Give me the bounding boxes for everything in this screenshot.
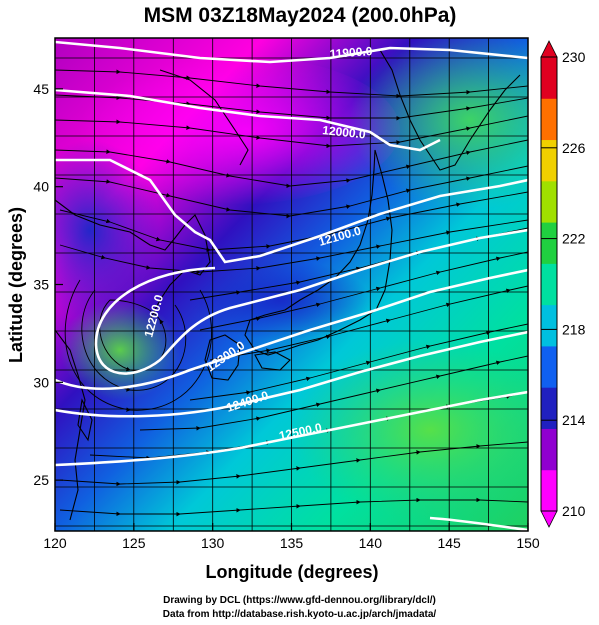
- colorbar-tick-label: 214: [562, 412, 586, 428]
- contour-12200: [94, 228, 528, 375]
- y-tick-label: 45: [33, 81, 49, 97]
- colorbar-band: [541, 57, 557, 99]
- colorbar-band: [541, 222, 557, 264]
- colorbar-ticks: 230 226 222 218 214 210: [541, 49, 586, 519]
- colorbar-band: [541, 345, 557, 388]
- x-axis-label: Longitude (degrees): [205, 562, 378, 582]
- credit-data-source: Data from http://database.rish.kyoto-u.a…: [162, 609, 437, 620]
- contour-12500-south: [429, 516, 528, 531]
- colorbar-tick-label: 230: [562, 49, 586, 65]
- y-axis-label: Latitude (degrees): [6, 207, 26, 363]
- x-axis: 120 125 130 135 140 145 150: [43, 523, 540, 551]
- y-axis: 25 30 35 40 45: [33, 81, 63, 488]
- y-tick-label: 35: [33, 277, 49, 293]
- x-tick-label: 140: [359, 535, 383, 551]
- wind-streamlines: [55, 69, 528, 517]
- x-tick-label: 130: [201, 535, 225, 551]
- credit-drawing: Drawing by DCL (https://www.gfd-dennou.o…: [163, 595, 436, 606]
- contour-label-12000: 12000.0: [322, 123, 367, 141]
- contour-label-11900: 11900.0: [329, 44, 373, 61]
- colorbar-band: [541, 180, 557, 223]
- colorbar-band: [541, 469, 557, 512]
- colorbar-band: [541, 139, 557, 182]
- colorbar-band: [541, 263, 557, 306]
- contour-12000: [55, 88, 441, 152]
- colorbar-band: [541, 428, 557, 471]
- contour-12500: [55, 390, 528, 467]
- colorbar-bands: [541, 57, 557, 512]
- colorbar: 230 226 222 218 214 210: [540, 40, 586, 528]
- contour-12100: [55, 158, 528, 264]
- colorbar-tick-label: 218: [562, 321, 586, 337]
- x-tick-label: 145: [437, 535, 461, 551]
- colorbar-band: [541, 387, 557, 429]
- y-tick-label: 40: [33, 179, 49, 195]
- colorbar-top-arrow: [540, 40, 558, 58]
- x-tick-label: 120: [43, 535, 67, 551]
- cool-area-west: [55, 140, 160, 320]
- colorbar-tick-label: 226: [562, 140, 586, 156]
- contour-11900: [55, 40, 528, 64]
- contour-12300: [55, 268, 528, 390]
- colorbar-tick-label: 222: [562, 231, 586, 247]
- x-tick-label: 125: [122, 535, 146, 551]
- colorbar-tick-label: 210: [562, 503, 586, 519]
- x-tick-label: 135: [280, 535, 304, 551]
- colorbar-band: [541, 304, 557, 347]
- colorbar-bottom-arrow: [540, 510, 558, 528]
- map-title: MSM 03Z18May2024 (200.0hPa): [144, 4, 457, 27]
- y-tick-label: 30: [33, 374, 49, 390]
- plot-area: 11900.0 12000.0 12100.0 12200.0 12300.0 …: [55, 38, 528, 531]
- height-contours: [55, 40, 528, 531]
- contour-12400: [55, 330, 528, 418]
- colorbar-band: [541, 98, 557, 141]
- x-tick-label: 150: [516, 535, 540, 551]
- y-tick-label: 25: [33, 472, 49, 488]
